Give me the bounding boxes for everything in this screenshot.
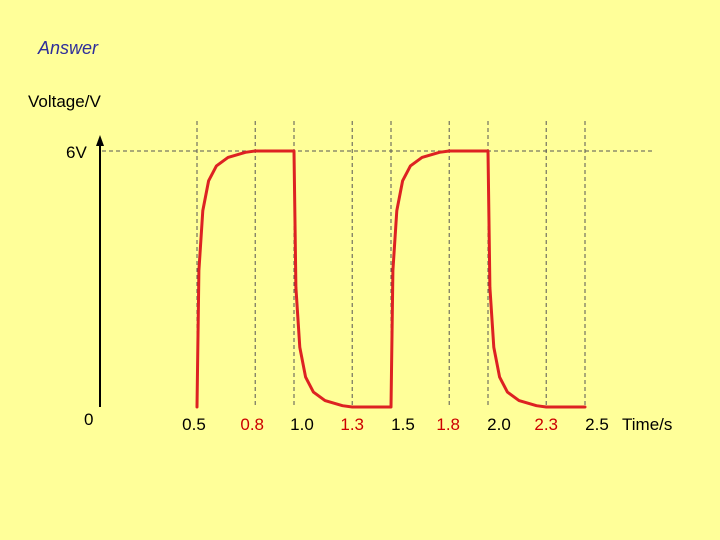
- x-axis-label: Time/s: [622, 415, 672, 434]
- x-tick-label-2.0: 2.0: [487, 415, 511, 434]
- x-tick-labels: 0.5 0.8 1.0 1.3 1.5 1.8 2.0 2.3 2.5: [182, 415, 609, 434]
- y-tick-top: 6V: [66, 143, 87, 162]
- x-tick-label-1.3: 1.3: [340, 415, 364, 434]
- x-tick-label-0.8: 0.8: [240, 415, 264, 434]
- answer-heading: Answer: [37, 38, 99, 58]
- x-tick-label-0.5: 0.5: [182, 415, 206, 434]
- x-tick-label-1.8: 1.8: [436, 415, 460, 434]
- x-tick-label-2.3: 2.3: [534, 415, 558, 434]
- y-axis-label: Voltage/V: [28, 92, 101, 111]
- x-tick-label-2.5: 2.5: [585, 415, 609, 434]
- y-tick-zero: 0: [84, 410, 93, 429]
- x-tick-label-1.5: 1.5: [391, 415, 415, 434]
- y-axis-arrowhead: [96, 135, 104, 146]
- voltage-curve: [195, 149, 587, 409]
- x-tick-label-1.0: 1.0: [290, 415, 314, 434]
